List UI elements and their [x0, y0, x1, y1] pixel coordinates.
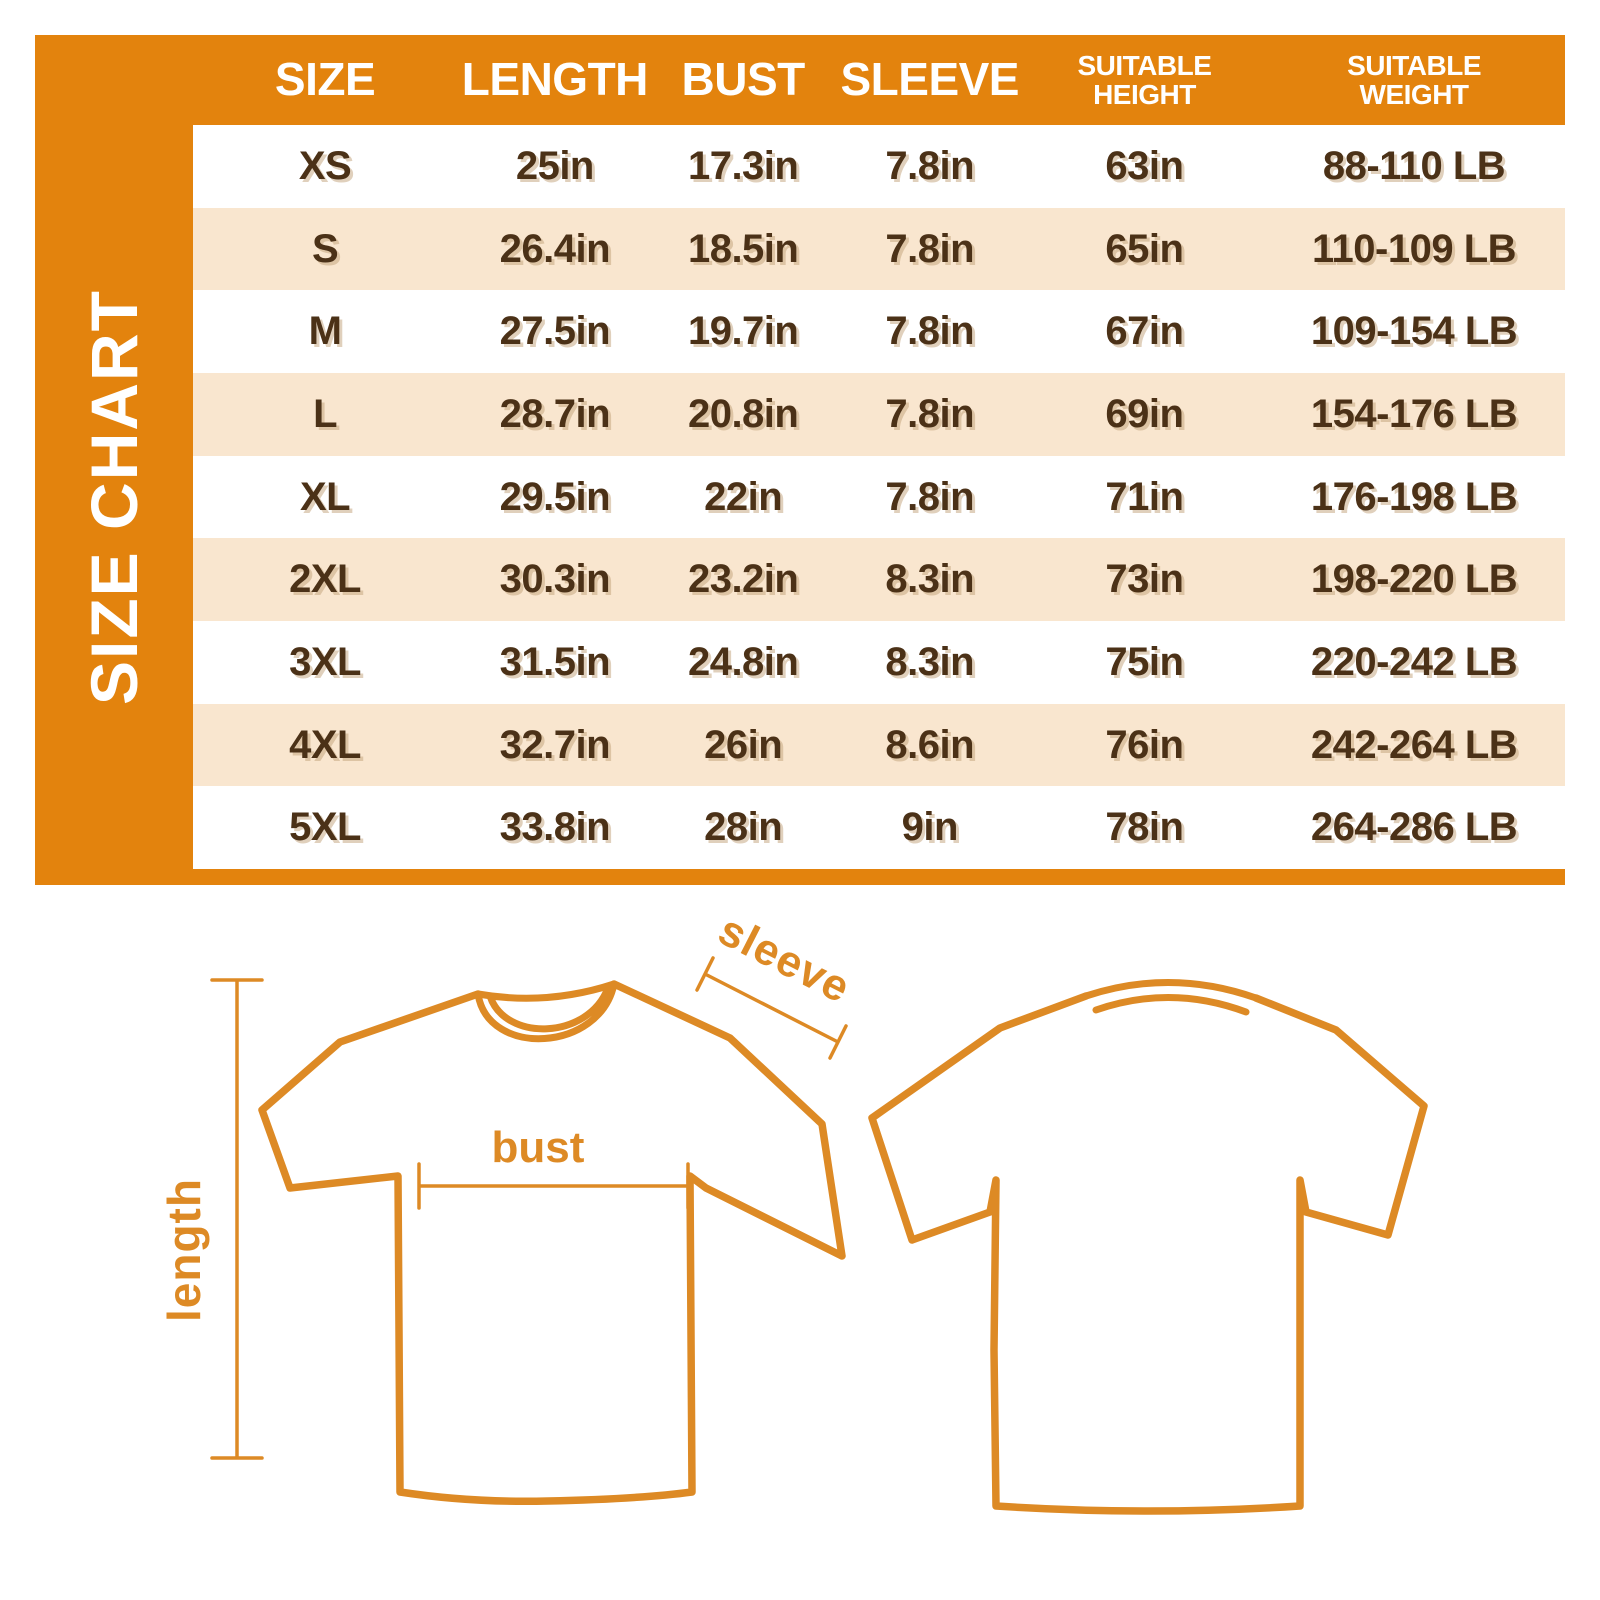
length-label: length [158, 1178, 210, 1322]
height-cell: 73in [1105, 557, 1184, 602]
bust-cell: 17.3in [687, 143, 799, 188]
table-row-5xl: 5XL 33.8in 28in 9in 78in 264-286 LB [193, 786, 1565, 869]
length-cell: 26.4in [499, 226, 611, 271]
sidebar: SIZE CHART [35, 125, 193, 869]
size-cell: XL [299, 474, 351, 519]
size-chart-panel: SIZE CHART SIZE LENGTH BUST SLEEVE SUITA… [35, 35, 1565, 885]
weight-cell: 154-176 LB [1310, 391, 1518, 436]
sleeve-cell: 7.8in [885, 226, 975, 271]
bust-cell: 28in [704, 805, 783, 850]
sleeve-cell: 7.8in [885, 391, 975, 436]
table-row-3xl: 3XL 31.5in 24.8in 8.3in 75in 220-242 LB [193, 621, 1565, 704]
table-row-xl: XL 29.5in 22in 7.8in 71in 176-198 LB [193, 456, 1565, 539]
bust-cell: 19.7in [687, 309, 799, 354]
length-cell: 32.7in [499, 722, 611, 767]
bust-cell: 22in [704, 474, 783, 519]
size-cell: 4XL [289, 722, 361, 767]
column-header-bust: BUST [681, 53, 806, 106]
sleeve-cell: 9in [901, 805, 959, 850]
table-row-m: M 27.5in 19.7in 7.8in 67in 109-154 LB [193, 290, 1565, 373]
weight-cell: 198-220 LB [1310, 557, 1518, 602]
length-measure-line [210, 978, 264, 1460]
length-cell: 28.7in [499, 391, 611, 436]
table-body: XS 25in 17.3in 7.8in 63in 88-110 LB S 26… [193, 125, 1565, 869]
table-header-row: SIZE LENGTH BUST SLEEVE SUITABLE HEIGHT … [193, 35, 1565, 125]
size-cell: 3XL [289, 639, 361, 684]
table-row-4xl: 4XL 32.7in 26in 8.6in 76in 242-264 LB [193, 703, 1565, 787]
sleeve-label: sleeve [711, 905, 859, 1012]
size-cell: M [308, 309, 342, 354]
weight-cell: 242-264 LB [1310, 722, 1518, 767]
weight-cell: 176-198 LB [1310, 474, 1518, 519]
column-header-suitable-height: SUITABLE HEIGHT [1077, 49, 1212, 110]
bust-cell: 26in [704, 722, 783, 767]
size-cell: 2XL [289, 557, 361, 602]
height-cell: 76in [1105, 722, 1184, 767]
size-cell: L [313, 391, 338, 436]
sleeve-cell: 8.6in [885, 722, 975, 767]
length-cell: 31.5in [499, 639, 611, 684]
height-cell: 71in [1105, 474, 1184, 519]
bust-cell: 23.2in [687, 557, 799, 602]
front-shirt-outline [258, 980, 846, 1506]
column-header-length: LENGTH [461, 53, 649, 106]
table-row-xs: XS 25in 17.3in 7.8in 63in 88-110 LB [193, 125, 1565, 208]
size-cell: S [311, 226, 339, 271]
size-cell: 5XL [289, 805, 361, 850]
back-collar [1082, 979, 1260, 1016]
height-cell: 67in [1105, 309, 1184, 354]
column-header-sleeve: SLEEVE [840, 53, 1019, 106]
sleeve-cell: 7.8in [885, 143, 975, 188]
size-cell: XS [298, 143, 352, 188]
sleeve-cell: 8.3in [885, 557, 975, 602]
sleeve-measure-line [695, 956, 848, 1060]
bust-cell: 18.5in [687, 226, 799, 271]
weight-cell: 220-242 LB [1310, 639, 1518, 684]
length-cell: 33.8in [499, 805, 611, 850]
column-header-size: SIZE [274, 53, 376, 106]
height-cell: 63in [1105, 143, 1184, 188]
height-cell: 65in [1105, 226, 1184, 271]
sleeve-cell: 7.8in [885, 309, 975, 354]
length-cell: 29.5in [499, 474, 611, 519]
bust-label: bust [492, 1123, 585, 1172]
height-cell: 78in [1105, 805, 1184, 850]
bust-cell: 20.8in [687, 391, 799, 436]
sleeve-cell: 7.8in [885, 474, 975, 519]
page-title: SIZE CHART [77, 289, 151, 705]
table-row-l: L 28.7in 20.8in 7.8in 69in 154-176 LB [193, 373, 1565, 456]
table-row-2xl: 2XL 30.3in 23.2in 8.3in 73in 198-220 LB [193, 538, 1565, 622]
back-shirt-outline [868, 992, 1428, 1515]
length-cell: 30.3in [499, 557, 611, 602]
table-row-s: S 26.4in 18.5in 7.8in 65in 110-109 LB [193, 207, 1565, 291]
weight-cell: 109-154 LB [1310, 309, 1518, 354]
length-cell: 25in [515, 143, 595, 188]
height-cell: 69in [1105, 391, 1184, 436]
bust-cell: 24.8in [687, 639, 799, 684]
front-collar [474, 980, 618, 1042]
weight-cell: 88-110 LB [1322, 143, 1506, 188]
tshirt-measurement-diagram: length bust sleeve [158, 905, 1428, 1515]
height-cell: 75in [1105, 639, 1184, 684]
bust-measure-line [417, 1162, 690, 1210]
sleeve-cell: 8.3in [885, 639, 975, 684]
column-header-suitable-weight: SUITABLE WEIGHT [1347, 49, 1481, 110]
weight-cell: 110-109 LB [1312, 226, 1517, 271]
length-cell: 27.5in [499, 309, 611, 354]
weight-cell: 264-286 LB [1310, 805, 1518, 850]
